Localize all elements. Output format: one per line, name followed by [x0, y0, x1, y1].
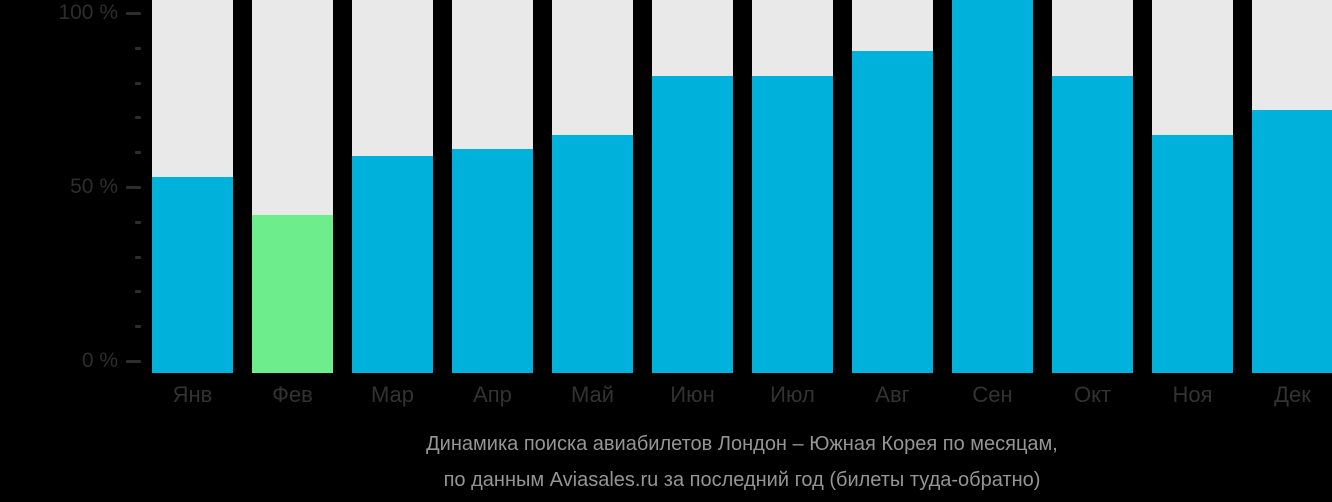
y-axis-minor-tick [135, 221, 141, 224]
y-axis-minor-tick [135, 256, 141, 259]
x-axis-labels: Янв Фев Мар Апр Май Июн Июл Авг Сен Окт Ноя Дек [0, 378, 1332, 414]
bar-track-dec [1252, 0, 1332, 373]
bar-feb [252, 215, 333, 373]
x-axis-label-mar: Мар [370, 382, 415, 407]
x-axis-label-oct: Окт [1073, 382, 1112, 407]
bar-nov [1152, 135, 1233, 373]
bar-apr [452, 149, 533, 373]
y-axis-label: 50 % [70, 175, 118, 198]
bar-dec [1252, 110, 1332, 373]
bar-track-may [552, 0, 633, 373]
y-axis-label: 100 % [58, 1, 118, 24]
bar-track-feb [252, 0, 333, 373]
x-axis-label-jun: Июн [670, 382, 715, 407]
y-axis-minor-tick [135, 325, 141, 328]
y-axis-minor-tick [135, 290, 141, 293]
x-axis-label-aug: Авг [875, 382, 910, 407]
bar-track-oct [1052, 0, 1133, 373]
bar-track-mar [352, 0, 433, 373]
y-axis-major-tick [126, 360, 141, 363]
bar-aug [852, 51, 933, 373]
x-axis-label-apr: Апр [473, 382, 512, 407]
x-axis-label-feb: Фев [272, 382, 313, 407]
y-axis-label: 0 % [81, 349, 118, 372]
y-axis-minor-tick [135, 82, 141, 85]
chart-title: Динамика поиска авиабилетов Лондон – Южн… [426, 433, 1058, 455]
bar-track-nov [1152, 0, 1233, 373]
y-axis-minor-tick [135, 47, 141, 50]
x-axis-label-dec: Дек [1274, 382, 1311, 407]
bar-track-jun [652, 0, 733, 373]
chart-subtitle: по данным Aviasales.ru за последний год … [443, 469, 1041, 491]
bar-track-sep [952, 0, 1033, 373]
bar-track-apr [452, 0, 533, 373]
bar-track-jan [152, 0, 233, 373]
x-axis-label-sep: Сен [972, 382, 1013, 407]
bar-jan [152, 177, 233, 373]
y-axis-major-tick [126, 12, 141, 15]
plot-area: 100 % 50 % 0 % [58, 0, 1332, 373]
x-axis-label-jul: Июл [770, 382, 815, 407]
bar-track-aug [852, 0, 933, 373]
bar-jul [752, 76, 833, 373]
bar-sep [952, 0, 1033, 373]
bar-mar [352, 156, 433, 373]
y-axis-minor-tick [135, 151, 141, 154]
x-axis-label-jan: Янв [172, 382, 213, 407]
y-axis-minor-tick [135, 116, 141, 119]
bar-track-jul [752, 0, 833, 373]
bar-may [552, 135, 633, 373]
x-axis-label-nov: Ноя [1172, 382, 1213, 407]
y-axis-major-tick [126, 186, 141, 189]
x-axis-label-may: Май [570, 382, 615, 407]
bar-jun [652, 76, 733, 373]
bar-oct [1052, 76, 1133, 373]
chart-caption: Динамика поиска авиабилетов Лондон – Южн… [152, 426, 1332, 498]
